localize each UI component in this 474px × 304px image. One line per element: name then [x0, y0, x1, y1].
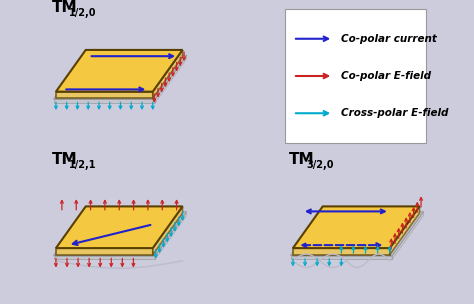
- Polygon shape: [293, 248, 390, 255]
- Polygon shape: [56, 248, 153, 255]
- Polygon shape: [153, 50, 182, 98]
- Text: TM: TM: [52, 0, 77, 15]
- Text: Co-polar E-field: Co-polar E-field: [341, 71, 430, 81]
- Polygon shape: [54, 99, 155, 103]
- Text: 1/2,1: 1/2,1: [69, 161, 97, 171]
- Polygon shape: [392, 212, 423, 259]
- Polygon shape: [153, 206, 182, 255]
- Text: TM: TM: [52, 152, 77, 167]
- Polygon shape: [291, 256, 392, 259]
- Text: TM: TM: [289, 152, 314, 167]
- Text: Cross-polar E-field: Cross-polar E-field: [341, 108, 448, 118]
- Polygon shape: [56, 50, 182, 92]
- Polygon shape: [54, 256, 155, 259]
- Polygon shape: [155, 212, 186, 259]
- Text: 3/2,0: 3/2,0: [306, 161, 334, 171]
- Polygon shape: [54, 55, 186, 99]
- Text: 1/2,0: 1/2,0: [69, 9, 97, 19]
- FancyBboxPatch shape: [285, 9, 426, 143]
- Polygon shape: [56, 206, 182, 248]
- Polygon shape: [291, 212, 423, 256]
- Polygon shape: [390, 206, 419, 255]
- Polygon shape: [293, 206, 419, 248]
- Text: Co-polar current: Co-polar current: [341, 34, 437, 44]
- Polygon shape: [155, 55, 186, 103]
- Polygon shape: [54, 212, 186, 256]
- Polygon shape: [56, 92, 153, 98]
